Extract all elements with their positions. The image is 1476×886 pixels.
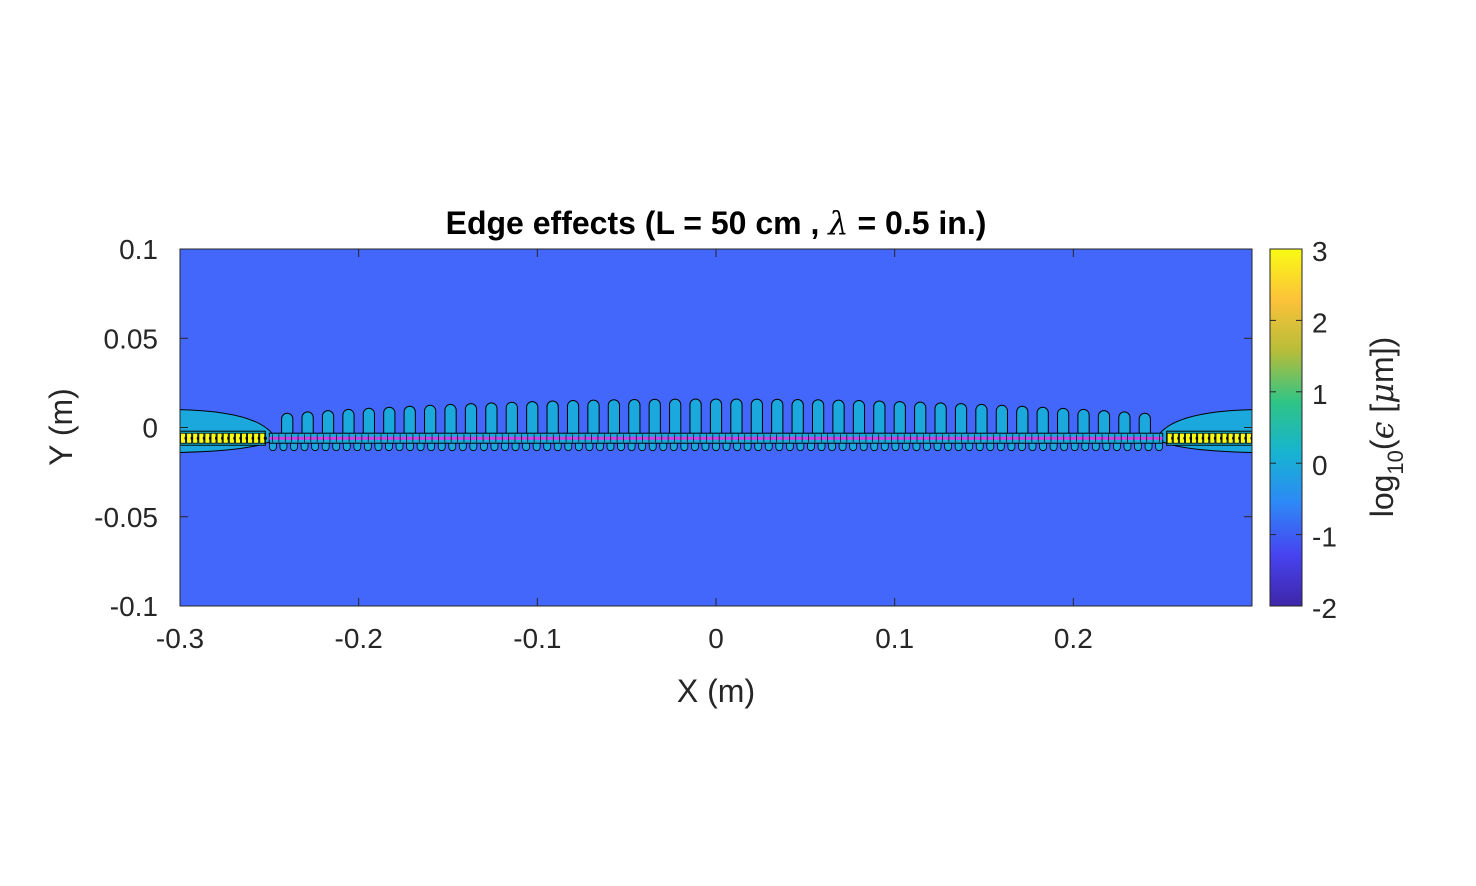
lobe-top xyxy=(811,399,825,439)
lobe-top xyxy=(526,401,539,439)
y-tick-label: 0.05 xyxy=(104,323,159,354)
lobe-top xyxy=(628,399,641,439)
edge-region xyxy=(1156,409,1252,453)
lobe-top xyxy=(709,398,723,439)
lobe-top xyxy=(1118,411,1131,439)
y-tick-label: 0 xyxy=(142,413,158,444)
lobe-top xyxy=(954,403,968,439)
y-axis-label: Y (m) xyxy=(43,388,79,466)
lobe-top xyxy=(771,398,784,439)
lobe-top xyxy=(587,399,600,439)
lobe-top xyxy=(301,411,314,439)
lobe-top xyxy=(281,412,294,439)
conductor-strip xyxy=(268,432,1164,444)
lobe-top xyxy=(893,401,906,439)
lobe-top xyxy=(403,405,416,439)
lobe-top xyxy=(750,398,763,439)
lobe-top xyxy=(1138,412,1151,439)
lobe-top xyxy=(832,399,845,439)
lobe-top xyxy=(791,399,804,439)
lobe-top xyxy=(362,407,375,439)
colorbar-label: log10(ϵ [μm]) xyxy=(1363,337,1408,518)
lobe-top xyxy=(444,403,457,439)
lobe-top xyxy=(914,401,927,439)
x-axis: -0.3 -0.2 -0.1 0 0.1 0.2 xyxy=(156,249,1093,654)
colorbar-gradient xyxy=(1269,248,1303,607)
lobe-top xyxy=(1057,407,1070,439)
lobe-top xyxy=(383,406,396,439)
lobe-top xyxy=(934,402,947,439)
y-tick-label: 0.1 xyxy=(119,234,158,265)
lobe-top xyxy=(975,403,988,439)
colorbar-ticks: 3 2 1 0 -1 -2 xyxy=(1270,236,1337,624)
lobe-top xyxy=(873,400,886,439)
colorbar-tick-label: -1 xyxy=(1312,522,1337,553)
lobe-group xyxy=(269,398,1163,452)
lobe-top xyxy=(342,409,355,439)
lobe-top xyxy=(321,410,335,439)
x-tick-label: 0.1 xyxy=(875,623,914,654)
lobe-top xyxy=(485,402,498,439)
x-tick-label: -0.3 xyxy=(156,623,204,654)
colorbar-tick-label: 0 xyxy=(1312,450,1328,481)
lobe-top xyxy=(852,400,866,439)
x-tick-label: 0.2 xyxy=(1054,623,1093,654)
lobe-top xyxy=(464,403,478,439)
x-tick-label: -0.1 xyxy=(513,623,561,654)
lobe-top xyxy=(995,404,1008,439)
x-axis-label: X (m) xyxy=(677,673,755,709)
colorbar-tick-label: 3 xyxy=(1312,236,1328,267)
chart-title: Edge effects (L = 50 cm , λ = 0.5 in.) xyxy=(446,204,987,242)
lobe-top xyxy=(1077,409,1090,439)
lobe-top xyxy=(689,398,702,439)
plot-area xyxy=(179,248,1253,607)
y-tick-label: -0.05 xyxy=(94,502,158,533)
lobe-top xyxy=(1097,410,1111,439)
y-axis: 0.1 0.05 0 -0.05 -0.1 xyxy=(94,234,1252,622)
lobe-top xyxy=(424,404,437,439)
colorbar-tick-label: -2 xyxy=(1312,593,1337,624)
lobe-top xyxy=(607,399,621,439)
lobe-top xyxy=(546,400,559,439)
lobe-top xyxy=(1016,405,1029,439)
lobe-top xyxy=(648,398,661,439)
colorbar-tick-label: 2 xyxy=(1312,307,1328,338)
x-tick-label: 0 xyxy=(708,623,724,654)
lobe-top xyxy=(669,398,682,439)
lobe-top xyxy=(566,400,580,439)
colorbar-tick-label: 1 xyxy=(1312,379,1328,410)
colorbar: 3 2 1 0 -1 -2 xyxy=(1269,236,1337,624)
y-tick-label: -0.1 xyxy=(110,591,158,622)
x-tick-label: -0.2 xyxy=(335,623,383,654)
lobe-top xyxy=(730,398,743,439)
lobe-top xyxy=(505,401,518,439)
lobe-top xyxy=(1036,406,1049,439)
